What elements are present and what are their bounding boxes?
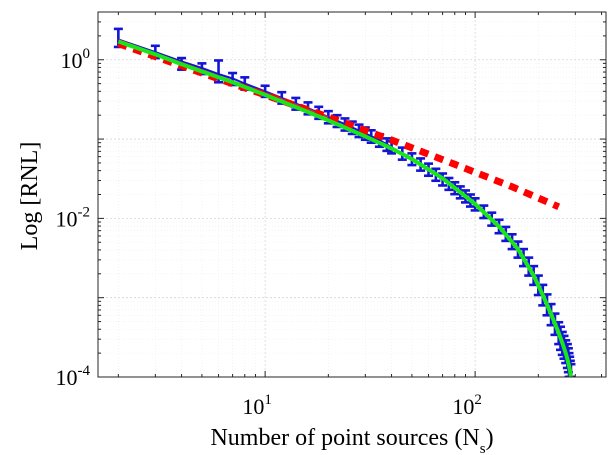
axis-ticks: 101 102 10-4 10-2 100: [56, 11, 606, 419]
y-axis-label: Log [RNL]: [17, 142, 43, 251]
series-line-solid: [117, 39, 573, 377]
x-tick-label: 102: [452, 392, 482, 419]
y-tick-label: 10-4: [56, 363, 91, 390]
x-axis-label: Number of point sources (Ns): [210, 425, 493, 455]
plot-series: [113, 27, 576, 377]
grid: [98, 11, 606, 378]
y-tick-label: 10-2: [56, 204, 91, 231]
x-tick-label: 101: [242, 392, 272, 419]
y-tick-label: 100: [61, 46, 91, 73]
